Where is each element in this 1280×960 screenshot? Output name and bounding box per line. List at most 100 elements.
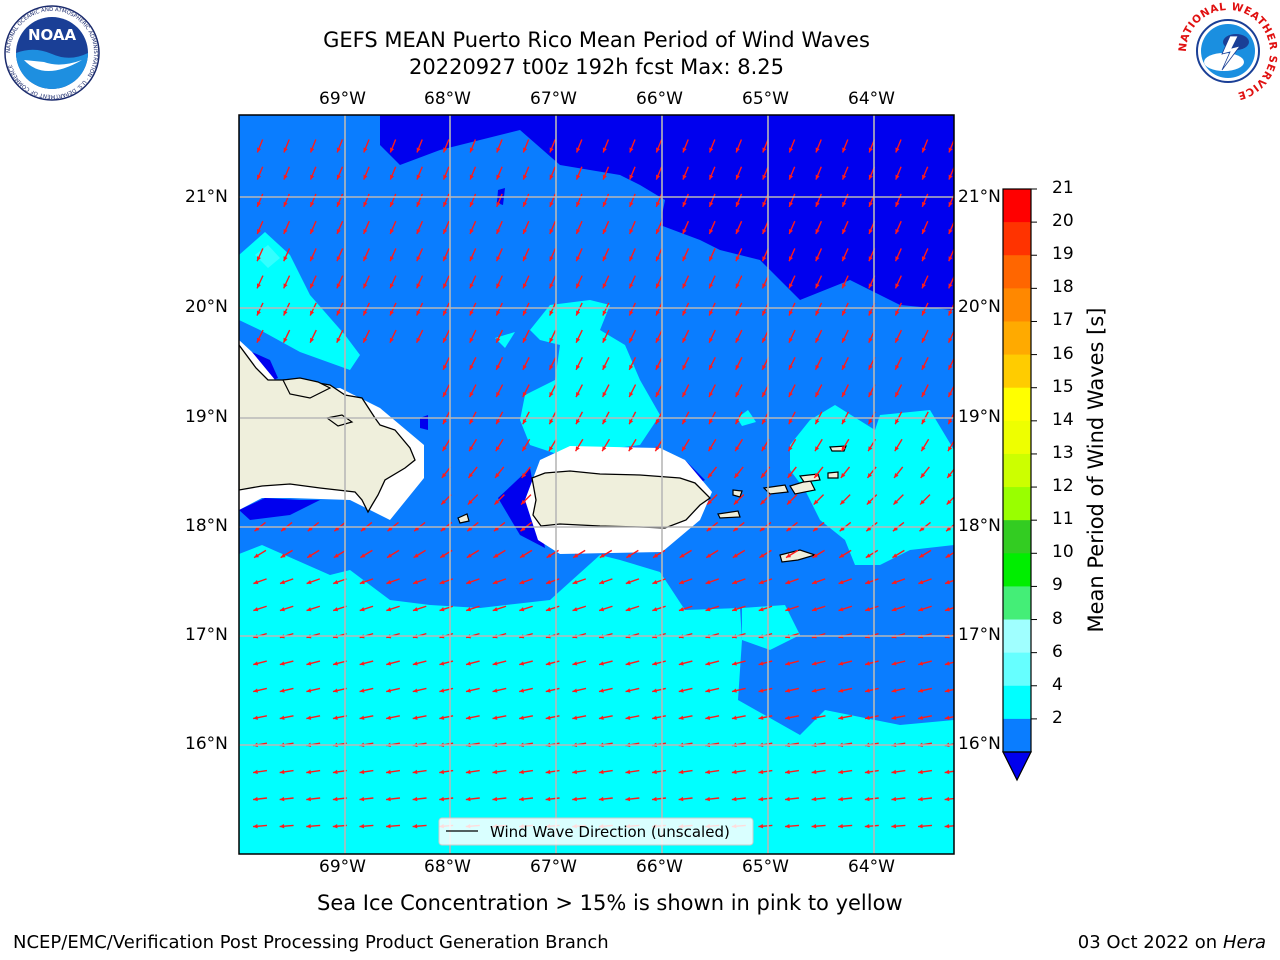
wave-direction-arrowhead	[336, 256, 341, 262]
wave-direction-arrowhead	[709, 174, 714, 180]
wave-direction-arrowhead	[439, 579, 445, 585]
wave-direction-arrowhead	[602, 147, 607, 153]
wave-direction-arrowhead	[279, 824, 285, 829]
wave-direction-arrowhead	[466, 661, 471, 666]
wave-direction-arrowhead	[842, 310, 847, 316]
wave-direction-arrowhead	[811, 688, 817, 693]
wave-direction-arrowhead	[762, 310, 767, 316]
wave-direction-arrowhead	[332, 796, 338, 802]
wave-direction-arrowhead	[762, 174, 767, 180]
wave-direction-arrowhead	[441, 499, 446, 505]
wave-direction-arrowhead	[762, 201, 767, 207]
lon-label-bottom: 66°W	[636, 857, 683, 877]
wave-direction-arrowhead	[838, 661, 844, 666]
wave-direction-arrowhead	[469, 201, 474, 207]
wave-direction-arrowhead	[839, 553, 845, 558]
wave-direction-arrowhead	[545, 796, 551, 802]
wave-direction-arrowhead	[412, 661, 418, 666]
wave-direction-arrowhead	[788, 310, 793, 316]
wave-direction-arrowhead	[735, 310, 740, 316]
wave-direction-arrowhead	[412, 824, 418, 829]
wave-direction-arrowhead	[762, 256, 767, 262]
wave-direction-arrowhead	[655, 419, 660, 425]
wave-direction-arrowhead	[363, 174, 368, 180]
wave-direction-arrowhead	[336, 174, 341, 180]
wave-direction-arrowhead	[572, 769, 578, 775]
wave-direction-arrowhead	[465, 796, 471, 802]
wave-direction-arrowhead	[895, 337, 900, 343]
wave-direction-arrowhead	[731, 715, 737, 720]
wave-direction-arrowhead	[709, 283, 714, 289]
wave-direction-arrowhead	[682, 283, 687, 289]
wave-direction-arrowhead	[948, 310, 953, 316]
wave-direction-arrowhead	[842, 337, 847, 343]
wave-direction-arrowhead	[492, 769, 498, 775]
wave-direction-arrowhead	[625, 607, 631, 612]
wave-direction-arrowhead	[465, 688, 471, 693]
wave-direction-arrowhead	[786, 526, 792, 532]
wave-direction-arrowhead	[895, 201, 900, 207]
colorbar-swatch	[1003, 288, 1031, 322]
wave-direction-arrowhead	[786, 553, 792, 558]
wave-direction-arrowhead	[363, 283, 368, 289]
wave-direction-arrowhead	[496, 337, 501, 343]
wave-direction-arrowhead	[839, 526, 845, 532]
colorbar-swatch	[1003, 520, 1031, 554]
wave-direction-arrowhead	[492, 661, 498, 666]
wave-direction-arrowhead	[440, 526, 446, 532]
wave-direction-arrowhead	[811, 796, 817, 802]
wave-direction-arrowhead	[629, 310, 634, 316]
wave-direction-arrowhead	[656, 174, 661, 180]
wave-direction-arrowhead	[359, 824, 365, 829]
wave-direction-arrowhead	[655, 364, 660, 370]
wave-direction-arrowhead	[626, 553, 632, 558]
wave-direction-arrowhead	[815, 201, 820, 207]
wave-direction-arrowhead	[895, 229, 900, 235]
colorbar	[1002, 188, 1037, 782]
wave-direction-arrowhead	[576, 256, 581, 262]
wave-direction-arrowhead	[709, 337, 714, 343]
wave-direction-arrowhead	[655, 256, 660, 262]
wave-direction-arrowhead	[892, 553, 898, 558]
wave-direction-arrowhead	[253, 661, 259, 666]
field-band-4-6-east	[790, 405, 954, 565]
wave-direction-arrowhead	[363, 337, 368, 343]
wave-direction-arrowhead	[283, 337, 288, 343]
wave-direction-arrowhead	[413, 579, 418, 585]
wave-direction-arrowhead	[841, 419, 846, 425]
wave-direction-arrowhead	[496, 310, 501, 316]
wave-direction-arrowhead	[496, 364, 501, 370]
wave-direction-arrowhead	[705, 715, 711, 720]
wave-direction-arrowhead	[948, 364, 953, 370]
wave-direction-arrowhead	[359, 715, 365, 720]
wave-direction-arrowhead	[815, 256, 820, 262]
wave-direction-arrowhead	[868, 229, 873, 235]
wave-direction-arrowhead	[762, 364, 767, 370]
sea-ice-note: Sea Ice Concentration > 15% is shown in …	[317, 891, 903, 915]
wave-direction-arrowhead	[705, 661, 711, 666]
wave-direction-arrowhead	[842, 256, 847, 262]
wave-direction-arrowhead	[256, 256, 261, 262]
colorbar-swatch	[1003, 255, 1031, 289]
wave-direction-arrowhead	[576, 364, 581, 370]
wave-direction-arrowhead	[735, 446, 740, 452]
wave-direction-arrowhead	[789, 201, 794, 207]
wave-direction-arrowhead	[387, 526, 393, 532]
colorbar-swatch	[1003, 387, 1031, 422]
wave-direction-arrowhead	[390, 229, 394, 235]
wave-direction-arrowhead	[443, 229, 448, 235]
wave-direction-arrowhead	[811, 661, 817, 666]
wave-direction-arrowhead	[707, 499, 712, 505]
wave-direction-arrowhead	[413, 553, 419, 558]
wave-direction-arrowhead	[522, 256, 527, 262]
lon-label-bottom: 68°W	[424, 857, 471, 877]
lat-label-left: 16°N	[185, 734, 228, 754]
wave-direction-arrowhead	[655, 337, 660, 343]
wave-direction-arrowhead	[705, 579, 711, 585]
wave-direction-arrowhead	[336, 337, 341, 343]
colorbar-tick-label: 12	[1052, 476, 1074, 497]
wave-direction-arrowhead	[443, 310, 448, 316]
wave-direction-arrowhead	[519, 715, 524, 720]
colorbar-swatch	[1003, 586, 1031, 621]
wave-direction-arrowhead	[598, 688, 604, 693]
